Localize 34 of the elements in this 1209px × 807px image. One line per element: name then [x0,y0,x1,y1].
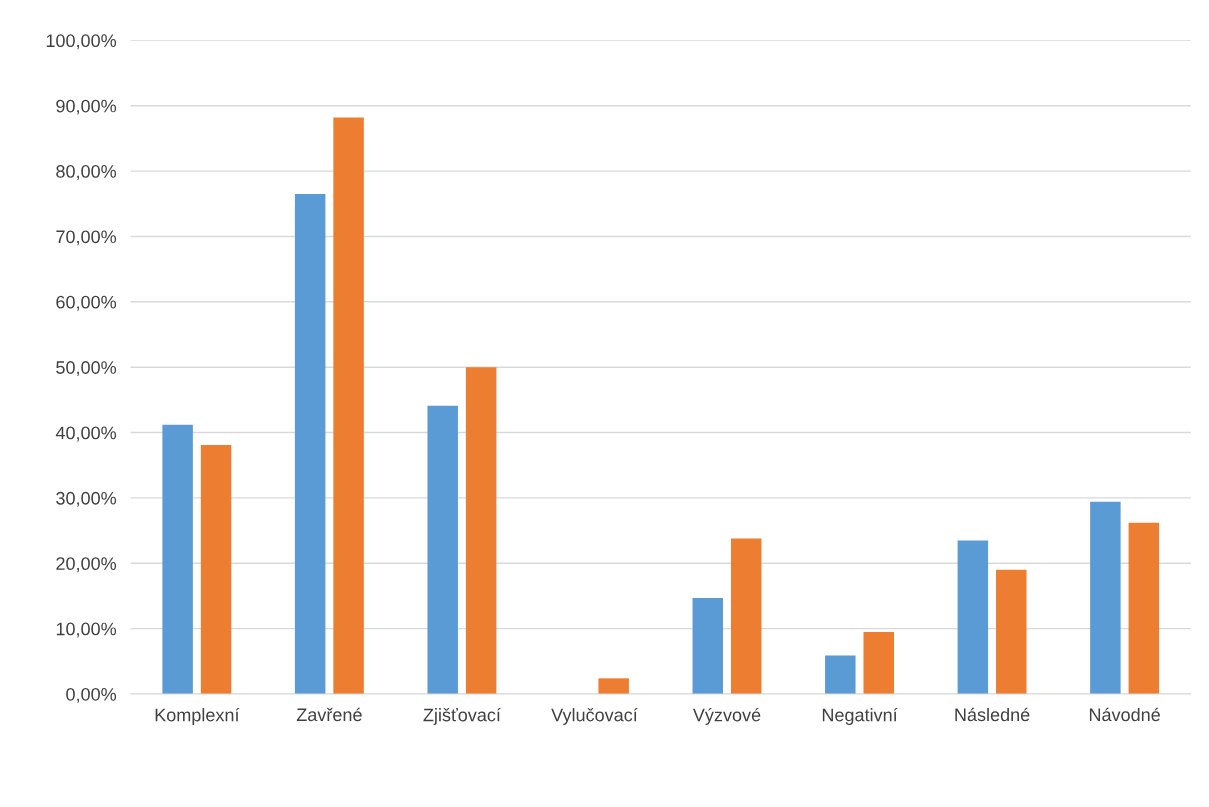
bar [200,444,232,695]
y-tick-label: 100,00% [46,34,117,50]
y-tick-label: 40,00% [55,426,117,442]
bar [730,538,762,695]
y-tick-label: 20,00% [56,557,117,573]
bar [996,569,1027,695]
bar [427,405,458,695]
y-tick-label: 60,00% [56,295,117,311]
y-tick-label: 30,00% [56,491,117,507]
y-tick-label: 90,00% [56,99,117,115]
bar [1128,522,1160,695]
bar [162,424,193,695]
x-tick-label: Vylučovací [551,707,638,725]
bar [333,117,364,695]
bar [465,367,497,695]
x-tick-label: Výzvové [692,707,761,725]
y-tick-label: 10,00% [56,622,117,638]
x-tick-label: Zavřené [296,707,362,722]
bar [825,655,856,695]
x-tick-label: Zjišťovací [423,707,501,725]
x-tick-label: Negativní [822,707,898,725]
bar [863,631,894,695]
x-tick-label: Následné [955,707,1030,722]
x-tick-label: Návodné [1089,707,1160,722]
y-tick-label: 70,00% [56,230,117,246]
bar [1090,501,1121,695]
bar [692,597,724,695]
x-tick-label: Komplexní [155,707,240,725]
y-tick-label: 80,00% [56,165,117,180]
bar [294,193,326,695]
y-tick-label: 0,00% [66,687,117,703]
bar [598,678,629,695]
y-tick-label: 50,00% [56,361,117,377]
bar [957,540,989,695]
